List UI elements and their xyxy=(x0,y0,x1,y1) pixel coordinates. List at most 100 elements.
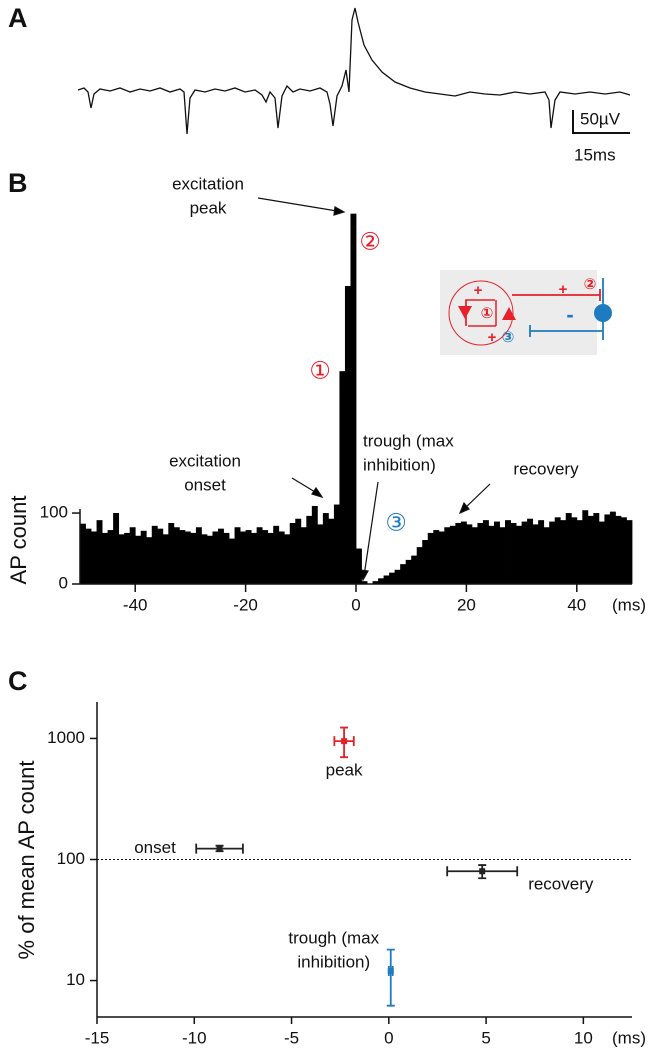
inset-neuron xyxy=(458,306,516,320)
point xyxy=(341,738,348,745)
inset-label: ③ xyxy=(502,329,515,346)
bar xyxy=(107,530,114,584)
arrow xyxy=(363,481,379,577)
bar xyxy=(593,513,600,584)
arrows xyxy=(257,197,491,582)
y-tick-label: 1000 xyxy=(47,728,85,747)
bar xyxy=(328,518,335,584)
inset-label: + xyxy=(488,329,497,346)
y-tick-label: 10 xyxy=(66,970,85,989)
point xyxy=(479,868,486,875)
x-unit: (ms) xyxy=(612,595,646,614)
inset xyxy=(440,270,612,355)
bar xyxy=(289,522,296,584)
bar xyxy=(206,535,213,584)
inset-circle xyxy=(448,280,514,346)
arrow-head xyxy=(458,501,470,515)
bar xyxy=(124,532,131,584)
bar xyxy=(538,520,545,584)
bar xyxy=(267,532,274,584)
bar xyxy=(494,521,500,584)
y-axis-title: AP count xyxy=(6,496,31,585)
bar xyxy=(400,564,407,584)
bar xyxy=(488,525,495,584)
bar xyxy=(455,522,462,584)
bar xyxy=(350,213,357,584)
bar xyxy=(251,532,258,584)
bar xyxy=(284,534,291,584)
bar xyxy=(85,528,92,584)
bar xyxy=(140,530,147,584)
bar xyxy=(91,531,97,584)
bar xyxy=(620,517,627,584)
bar xyxy=(229,538,235,584)
bar xyxy=(416,547,423,584)
bar xyxy=(311,505,318,584)
bar xyxy=(256,527,263,584)
inset-label: + xyxy=(559,281,568,298)
bar xyxy=(444,527,451,584)
bar xyxy=(361,581,368,584)
bar xyxy=(482,520,489,584)
bar xyxy=(499,527,506,584)
bar xyxy=(96,520,103,584)
bar xyxy=(322,513,329,584)
x-tick-label: 0 xyxy=(351,595,360,614)
inset-label: - xyxy=(566,302,573,327)
point-label: onset xyxy=(134,838,176,857)
point xyxy=(387,967,394,974)
bar xyxy=(333,504,340,584)
bar xyxy=(560,520,567,584)
bar xyxy=(427,532,434,584)
trace xyxy=(77,7,631,135)
bar xyxy=(411,555,418,584)
bar xyxy=(218,528,224,584)
bar xyxy=(135,535,142,584)
bar xyxy=(383,575,390,584)
panel-label: A xyxy=(8,3,28,33)
bar xyxy=(433,530,440,584)
x-tick-label: -20 xyxy=(233,595,258,614)
x-tick-label: -15 xyxy=(85,1028,110,1047)
x-tick-label: -5 xyxy=(284,1028,299,1047)
bar xyxy=(278,531,285,584)
x-tick-label: -40 xyxy=(123,595,148,614)
bar xyxy=(505,520,511,584)
x-tick-label: 0 xyxy=(384,1028,393,1047)
arrow-head xyxy=(333,206,346,216)
panel-label: C xyxy=(8,666,28,696)
bar xyxy=(223,532,230,584)
bar xyxy=(157,528,164,584)
y-error-bar xyxy=(386,948,395,1007)
bar xyxy=(372,581,379,584)
phase-marker: ① xyxy=(309,357,331,384)
scale-label: 50µV xyxy=(580,109,621,128)
x-tick-label: 40 xyxy=(567,595,586,614)
bar xyxy=(80,523,86,584)
bar xyxy=(510,522,517,584)
bar xyxy=(306,515,313,584)
bar xyxy=(378,578,384,584)
arrow xyxy=(257,197,344,213)
bar xyxy=(516,525,522,584)
bar xyxy=(240,531,246,584)
point-label: inhibition) xyxy=(297,952,370,971)
bar xyxy=(317,524,324,584)
bar xyxy=(609,511,616,584)
bar xyxy=(146,537,153,584)
bar xyxy=(527,518,534,584)
bar xyxy=(543,527,550,584)
annotation: peak xyxy=(190,198,227,217)
bar xyxy=(234,527,241,584)
x-tick-label: 5 xyxy=(481,1028,490,1047)
bar xyxy=(477,522,484,584)
bar xyxy=(405,559,412,584)
bar xyxy=(394,569,401,584)
bar xyxy=(422,540,429,584)
bar xyxy=(184,531,191,584)
y-axis-title: % of mean AP count xyxy=(14,761,39,960)
bar xyxy=(113,513,120,584)
scale-label: 15ms xyxy=(574,145,616,164)
bar xyxy=(571,517,578,584)
